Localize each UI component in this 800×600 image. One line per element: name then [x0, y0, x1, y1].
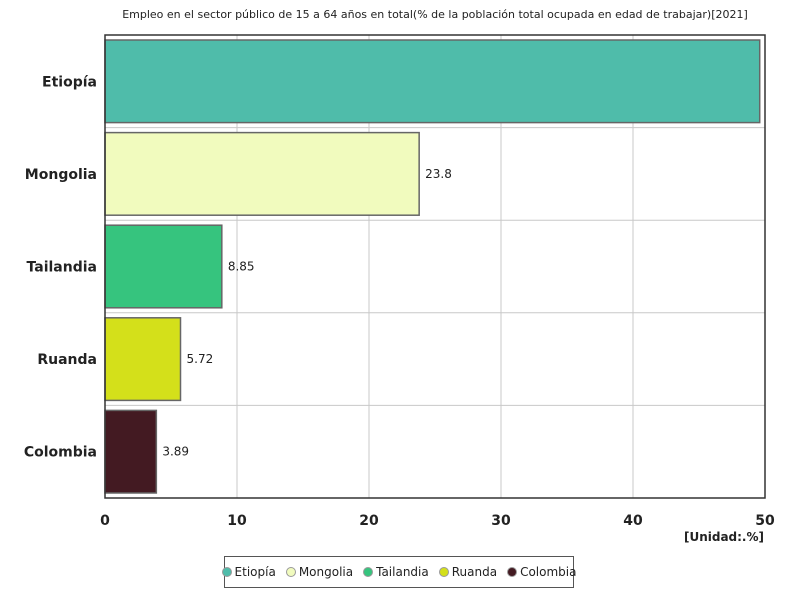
x-tick-label: 20: [359, 513, 379, 529]
legend-label: Colombia: [520, 565, 577, 579]
legend-item: Etiopía: [221, 565, 276, 579]
legend-item: Colombia: [507, 565, 576, 579]
category-label: Tailandia: [27, 260, 97, 276]
bars: [104, 39, 761, 494]
legend-label: Tailandia: [376, 565, 429, 579]
bar-etiopía: [104, 39, 761, 124]
labels: 0 10 20 30 40 50 Etiopía Mongolia 23.8 Tailandia 8…: [24, 74, 775, 529]
value-label: 8.85: [228, 260, 255, 274]
legend: Etiopía Mongolia Tailandia Ruanda Colombia: [221, 556, 576, 588]
value-label: 5.72: [187, 352, 214, 366]
bar-colombia: [104, 409, 158, 494]
legend-item: Ruanda: [438, 565, 498, 579]
legend-swatch: [363, 567, 374, 577]
plot-frame: [104, 34, 766, 499]
legend-label: Ruanda: [451, 565, 498, 579]
category-label: Etiopía: [42, 74, 97, 90]
x-tick-label: 30: [491, 513, 511, 529]
category-label: Ruanda: [37, 352, 97, 368]
legend-swatch: [507, 567, 518, 577]
legend-swatch: [438, 567, 449, 577]
legend-swatch: [285, 567, 296, 577]
x-tick-label: 50: [755, 513, 775, 529]
chart-title: Empleo en el sector público de 15 a 64 a…: [122, 8, 748, 21]
legend-item: Tailandia: [363, 565, 429, 579]
legend-swatch: [221, 567, 232, 577]
category-label: Mongolia: [25, 167, 97, 183]
category-label: Colombia: [24, 445, 97, 461]
unit-label: [Unidad:.%]: [683, 530, 764, 544]
x-tick-label: 0: [100, 513, 110, 529]
value-label: 3.89: [162, 445, 189, 459]
x-tick-label: 10: [227, 513, 247, 529]
bar-mongolia: [104, 131, 420, 216]
legend-label: Etiopía: [234, 565, 276, 579]
value-label: 23.8: [425, 167, 452, 181]
legend-item: Mongolia: [285, 565, 354, 579]
x-tick-label: 40: [623, 513, 643, 529]
bar-ruanda: [104, 317, 182, 402]
bar-tailandia: [104, 224, 223, 309]
legend-label: Mongolia: [298, 565, 354, 579]
